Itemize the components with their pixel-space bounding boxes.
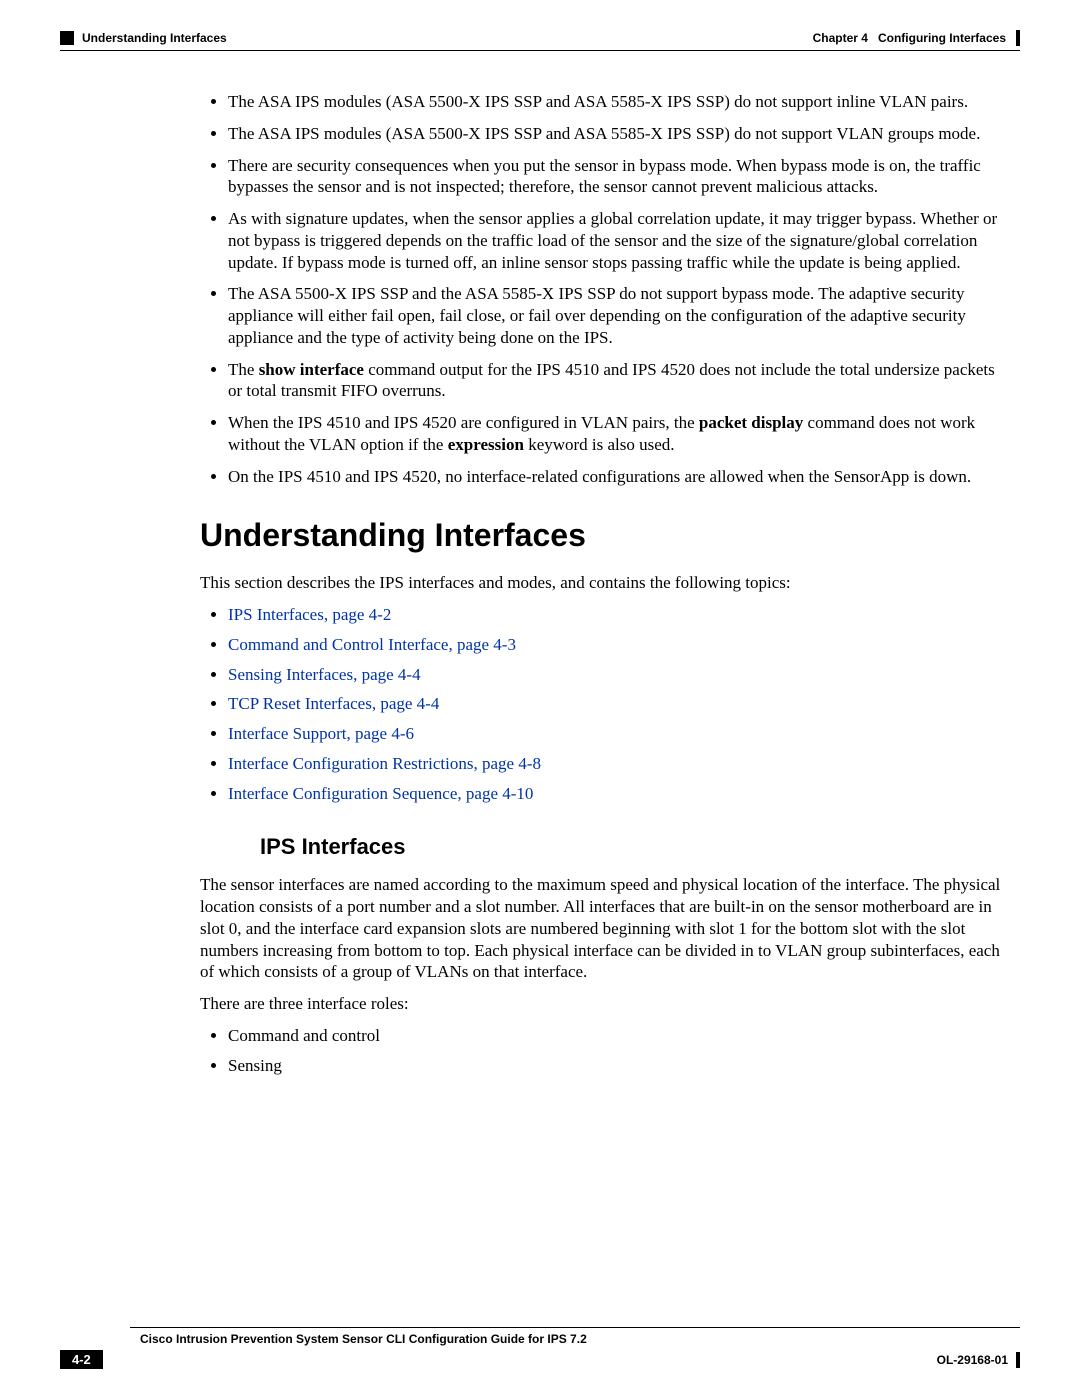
- list-item: IPS Interfaces, page 4-2: [228, 604, 1010, 626]
- topic-link[interactable]: Interface Configuration Sequence, page 4…: [228, 784, 533, 803]
- header-square-icon: [60, 31, 74, 45]
- footer-bar-icon: [1016, 1352, 1020, 1368]
- page-footer: Cisco Intrusion Prevention System Sensor…: [60, 1327, 1020, 1369]
- list-item: TCP Reset Interfaces, page 4-4: [228, 693, 1010, 715]
- topic-link[interactable]: Sensing Interfaces, page 4-4: [228, 665, 421, 684]
- text: keyword is also used.: [524, 435, 675, 454]
- bold-text: packet display: [699, 413, 803, 432]
- section-intro: This section describes the IPS interface…: [200, 572, 1010, 594]
- list-item: The ASA 5500-X IPS SSP and the ASA 5585-…: [228, 283, 1010, 348]
- list-item: Interface Support, page 4-6: [228, 723, 1010, 745]
- list-item: Interface Configuration Restrictions, pa…: [228, 753, 1010, 775]
- list-item: Interface Configuration Sequence, page 4…: [228, 783, 1010, 805]
- bold-text: show interface: [259, 360, 364, 379]
- header-chapter-title: Configuring Interfaces: [878, 31, 1006, 45]
- role-list: Command and control Sensing: [200, 1025, 1010, 1077]
- doc-id: OL-29168-01: [937, 1353, 1008, 1367]
- list-item: Sensing Interfaces, page 4-4: [228, 664, 1010, 686]
- list-item: The ASA IPS modules (ASA 5500-X IPS SSP …: [228, 91, 1010, 113]
- header-rule: [60, 50, 1020, 51]
- list-item: There are security consequences when you…: [228, 155, 1010, 199]
- top-bullet-list: The ASA IPS modules (ASA 5500-X IPS SSP …: [200, 91, 1010, 487]
- footer-guide-title: Cisco Intrusion Prevention System Sensor…: [60, 1332, 1020, 1346]
- list-item: When the IPS 4510 and IPS 4520 are confi…: [228, 412, 1010, 456]
- topic-link[interactable]: Command and Control Interface, page 4-3: [228, 635, 516, 654]
- header-section-label: Understanding Interfaces: [82, 31, 227, 45]
- topic-link-list: IPS Interfaces, page 4-2 Command and Con…: [200, 604, 1010, 804]
- list-item: The show interface command output for th…: [228, 359, 1010, 403]
- topic-link[interactable]: Interface Support, page 4-6: [228, 724, 414, 743]
- text: When the IPS 4510 and IPS 4520 are confi…: [228, 413, 699, 432]
- list-item: The ASA IPS modules (ASA 5500-X IPS SSP …: [228, 123, 1010, 145]
- page-number: 4-2: [60, 1350, 103, 1369]
- body-paragraph: The sensor interfaces are named accordin…: [200, 874, 1010, 983]
- list-item: Sensing: [228, 1055, 1010, 1077]
- section-heading: Understanding Interfaces: [200, 517, 1010, 554]
- text: The: [228, 360, 259, 379]
- subsection-heading: IPS Interfaces: [200, 834, 1010, 860]
- topic-link[interactable]: IPS Interfaces, page 4-2: [228, 605, 391, 624]
- bold-text: expression: [448, 435, 524, 454]
- page-header: Understanding Interfaces Chapter 4 Confi…: [60, 30, 1020, 48]
- topic-link[interactable]: Interface Configuration Restrictions, pa…: [228, 754, 541, 773]
- list-item: Command and Control Interface, page 4-3: [228, 634, 1010, 656]
- header-chapter-label: Chapter 4: [813, 31, 868, 45]
- list-item: On the IPS 4510 and IPS 4520, no interfa…: [228, 466, 1010, 488]
- header-bar-icon: [1016, 30, 1020, 46]
- footer-rule: [130, 1327, 1020, 1328]
- list-item: Command and control: [228, 1025, 1010, 1047]
- topic-link[interactable]: TCP Reset Interfaces, page 4-4: [228, 694, 439, 713]
- body-paragraph: There are three interface roles:: [200, 993, 1010, 1015]
- list-item: As with signature updates, when the sens…: [228, 208, 1010, 273]
